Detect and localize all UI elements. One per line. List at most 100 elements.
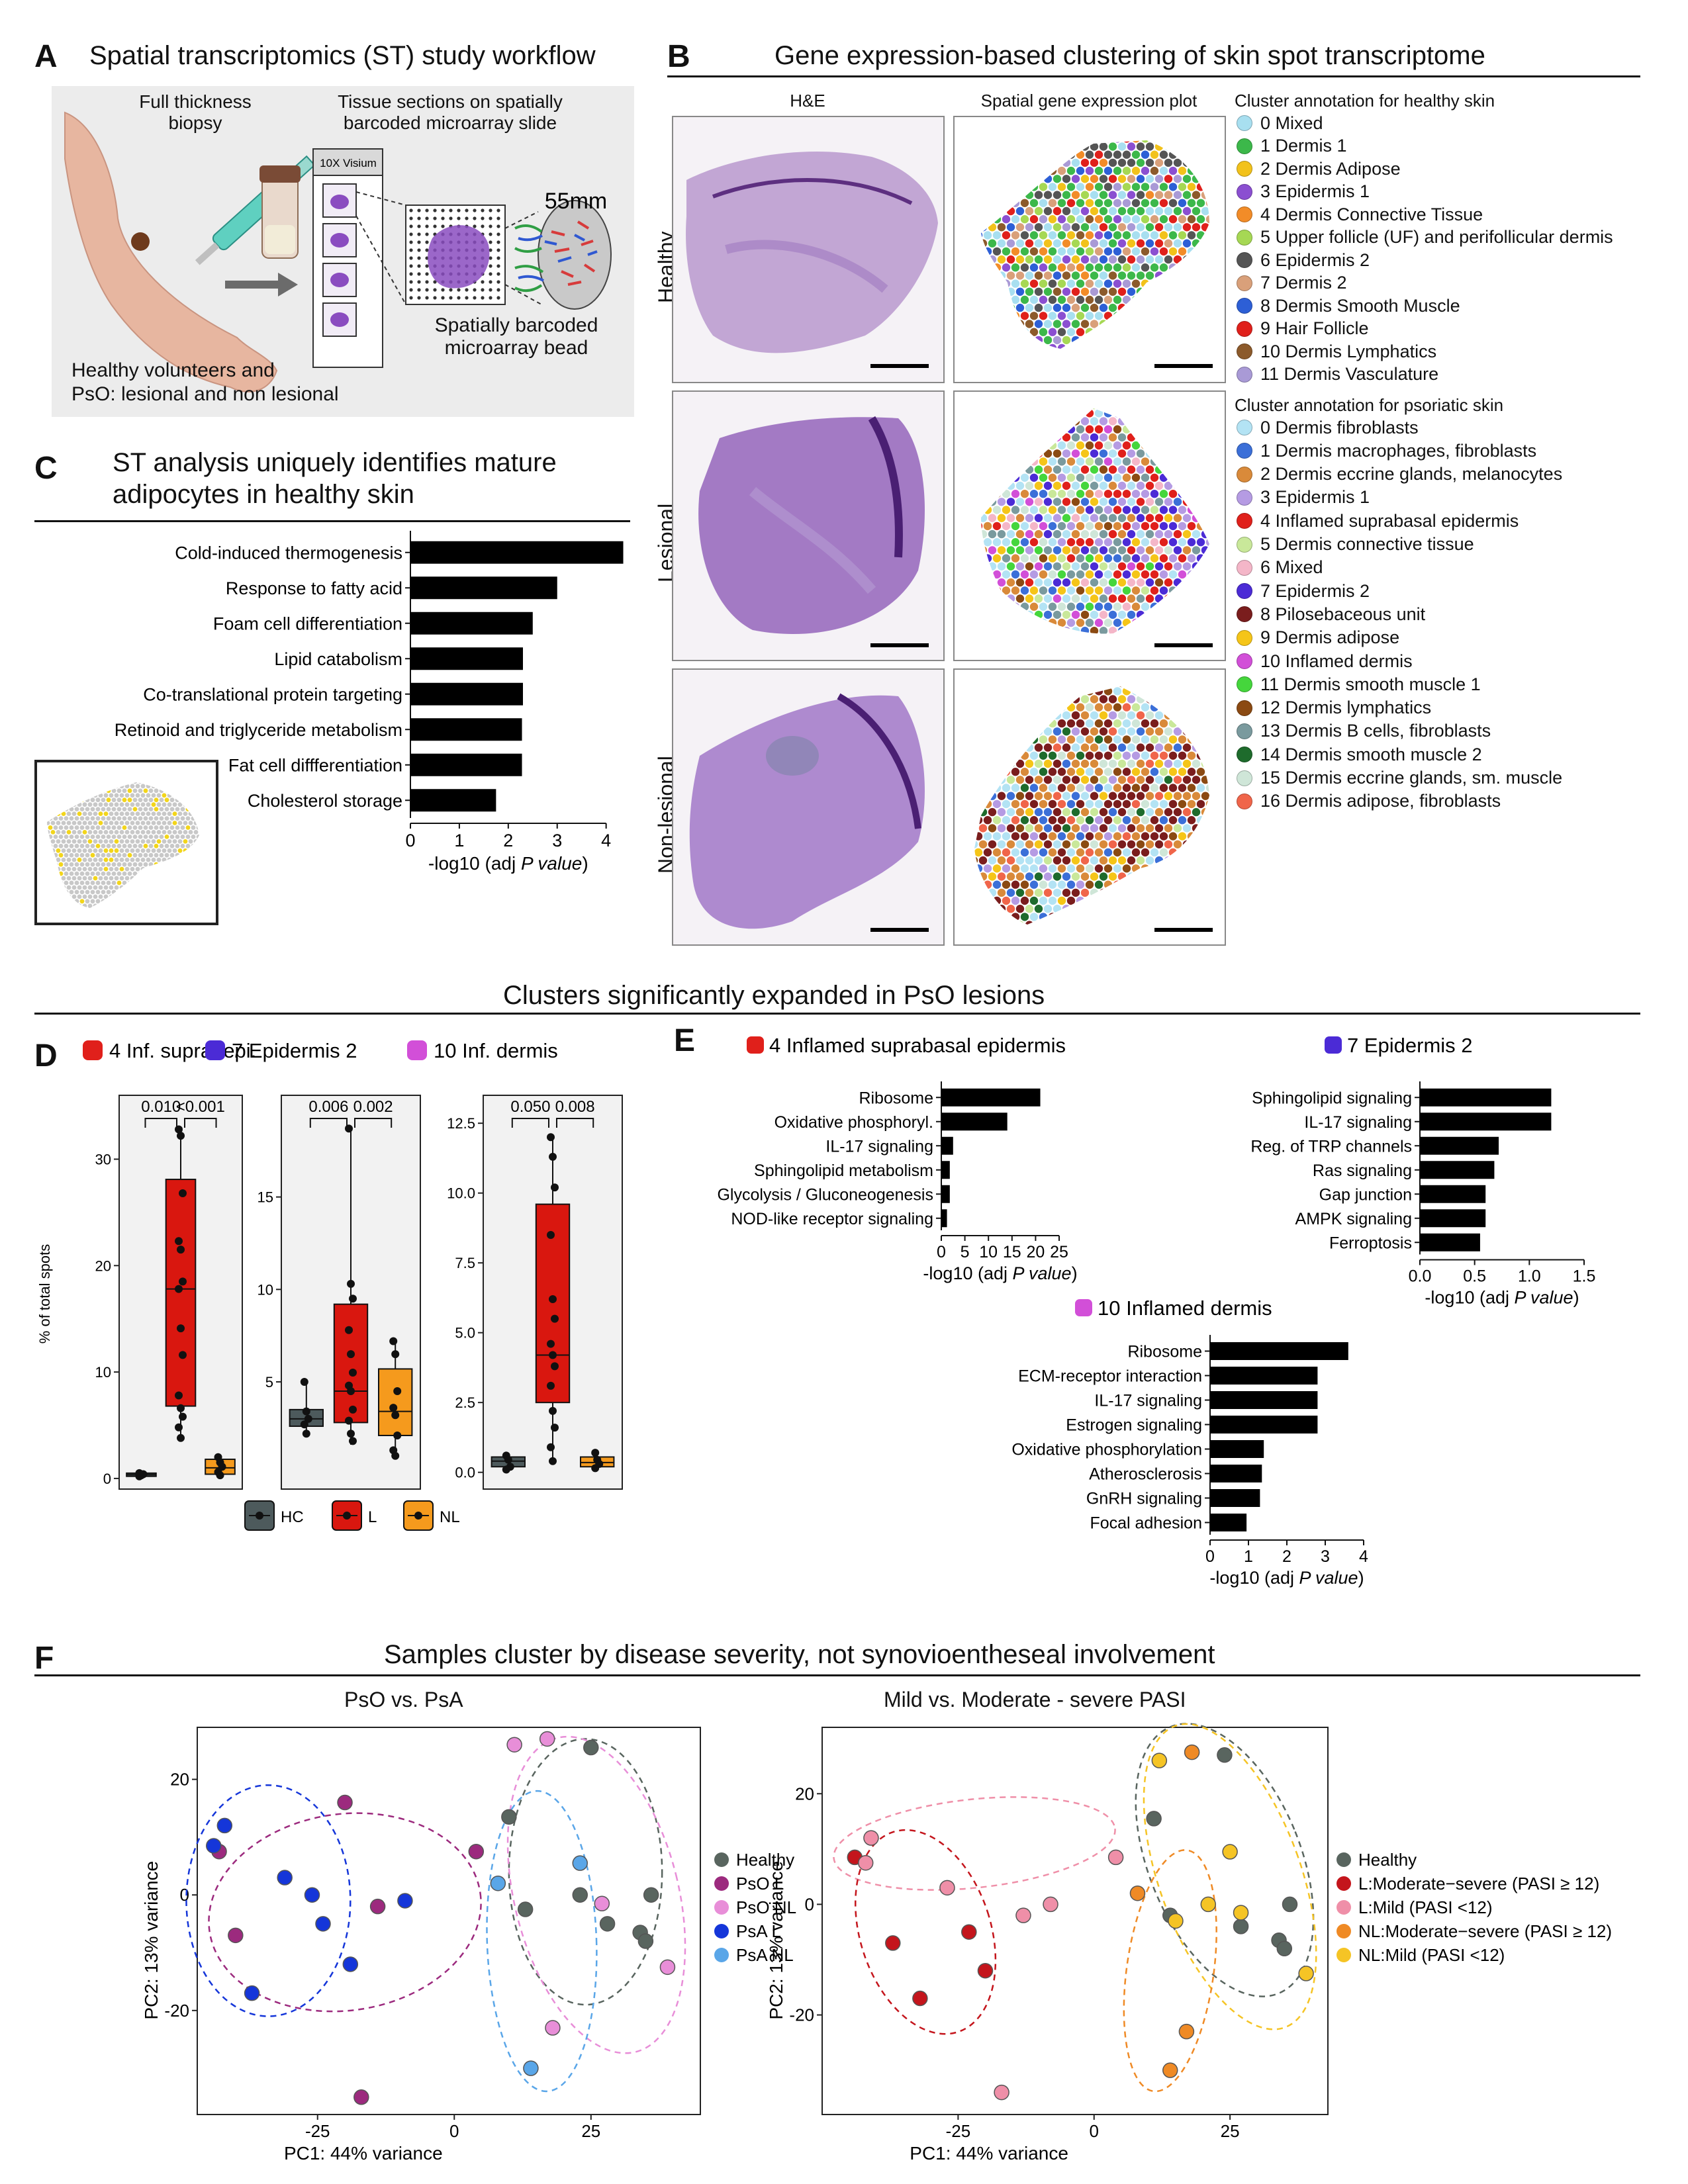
x-tick-label: 1 [1244, 1547, 1253, 1566]
legend-swatch [714, 1924, 729, 1938]
p-value-label: 0.050 [510, 1098, 550, 1116]
data-point [549, 1152, 557, 1161]
data-point [349, 1437, 357, 1445]
sample-point [599, 1916, 616, 1932]
scalebar [1154, 364, 1213, 368]
sample-point [506, 1737, 522, 1752]
adipocyte-spatial-inset [34, 760, 218, 925]
bar-category-label: Lipid catabolism [274, 649, 402, 669]
bar [1420, 1161, 1495, 1179]
data-point [549, 1351, 557, 1359]
data-point [391, 1411, 400, 1420]
x-tick-label: 4 [601, 831, 611, 850]
data-point [347, 1430, 355, 1438]
legend-item: 14 Dermis smooth muscle 2 [1237, 743, 1482, 766]
legend-label: PsA NL [736, 1945, 794, 1965]
legend-item: 12 Dermis lymphatics [1237, 696, 1431, 720]
bar [941, 1088, 1041, 1107]
spot-grid [981, 408, 1209, 634]
sample-point [490, 1875, 506, 1891]
confidence-ellipse [508, 1738, 663, 2006]
x-tick-label: 25 [581, 2121, 600, 2141]
cluster-swatch [1075, 1299, 1092, 1316]
sample-point [1298, 1966, 1314, 1981]
legend-swatch [1237, 723, 1252, 739]
data-point [179, 1277, 187, 1286]
bar-category-label: ECM-receptor interaction [1018, 1367, 1202, 1386]
legend-label: 12 Dermis lymphatics [1260, 698, 1432, 718]
legend-label: 9 Dermis adipose [1260, 627, 1400, 648]
data-point [349, 1295, 357, 1303]
data-point [175, 1423, 183, 1432]
data-point [547, 1443, 555, 1451]
sample-point [939, 1880, 955, 1896]
pca-plot-area [821, 1727, 1329, 2115]
bar-category-label: Focal adhesion [1090, 1514, 1202, 1533]
x-tick-label: 5 [961, 1243, 970, 1261]
data-point [347, 1279, 355, 1288]
legend-swatch [1237, 138, 1252, 154]
legend-swatch [1336, 1900, 1351, 1915]
sample-point [1162, 2062, 1178, 2078]
legend-swatch [1237, 252, 1252, 268]
legend-swatch [1237, 559, 1252, 576]
legend-item: 6 Mixed [1237, 556, 1323, 580]
sample-point [1107, 1849, 1124, 1866]
legend-item: 8 Pilosebaceous unit [1237, 602, 1425, 626]
sample-point [304, 1887, 320, 1903]
legend-swatch [1237, 420, 1252, 435]
data-point [551, 1362, 559, 1371]
bar [1210, 1514, 1247, 1531]
sample-point [1015, 1907, 1031, 1923]
bar-category-label: Co-translational protein targeting [143, 684, 402, 704]
sample-point [1146, 1811, 1162, 1827]
bar-category-label: Foam cell differentiation [213, 614, 402, 633]
data-point [177, 1246, 185, 1254]
sample-point [353, 2089, 369, 2105]
legend-swatch [1237, 320, 1252, 337]
legend-item: 10 Inflamed dermis [1237, 649, 1413, 673]
legend-item: 3 Epidermis 1 [1237, 180, 1370, 204]
legend-label: 2 Dermis Adipose [1260, 158, 1401, 179]
x-axis-label: -log10 (adj P value) [923, 1263, 1077, 1283]
legend-swatch [1237, 489, 1252, 506]
cohort-label: Healthy volunteers and PsO: lesional and… [71, 359, 339, 405]
data-point [391, 1350, 400, 1359]
legend-swatch [1237, 183, 1252, 200]
data-point [547, 1133, 555, 1142]
y-tick-label: -20 [789, 2005, 814, 2025]
y-axis-label: % of total spots [36, 1244, 53, 1343]
sample-point [863, 1830, 879, 1846]
legend-swatch [1237, 700, 1252, 716]
bar-category-label: Ras signaling [1313, 1161, 1412, 1180]
legend-swatch [1336, 1924, 1351, 1938]
x-axis-label: PC1: 44% variance [910, 2143, 1068, 2163]
col-he-label: H&E [790, 91, 825, 111]
sample-point [1233, 1905, 1249, 1921]
legend-item: 9 Hair Follicle [1237, 317, 1369, 341]
section-f-title: Samples cluster by disease severity, not… [384, 1640, 1215, 1669]
significance-bracket [354, 1118, 393, 1128]
legend-item: 2 Dermis eccrine glands, melanocytes [1237, 463, 1562, 486]
panel-b-title: Gene expression-based clustering of skin… [774, 41, 1485, 70]
legend-label: PsA L [736, 1921, 781, 1941]
sample-point [206, 1838, 222, 1854]
x-tick-label: 2 [1282, 1547, 1291, 1566]
bar-category-label: Retinoid and triglyceride metabolism [115, 720, 402, 740]
bar-category-label: Estrogen signaling [1066, 1416, 1202, 1435]
x-tick-label: -25 [946, 2121, 971, 2141]
legend-label: 0 Mixed [1260, 113, 1323, 133]
legend-swatch [1336, 1948, 1351, 1962]
sample-point [1282, 1896, 1298, 1913]
legend-item: 6 Epidermis 2 [1237, 248, 1370, 272]
spot-grid [974, 686, 1209, 925]
data-point [302, 1407, 310, 1416]
x-tick-label: 3 [1321, 1547, 1330, 1566]
data-point [175, 1285, 183, 1293]
legend-label: 8 Pilosebaceous unit [1260, 604, 1426, 624]
legend-item: 9 Dermis adipose [1237, 626, 1399, 650]
panel-b-letter: B [667, 39, 690, 74]
confidence-ellipse [185, 1784, 352, 2017]
confidence-ellipse [1143, 1723, 1317, 2030]
